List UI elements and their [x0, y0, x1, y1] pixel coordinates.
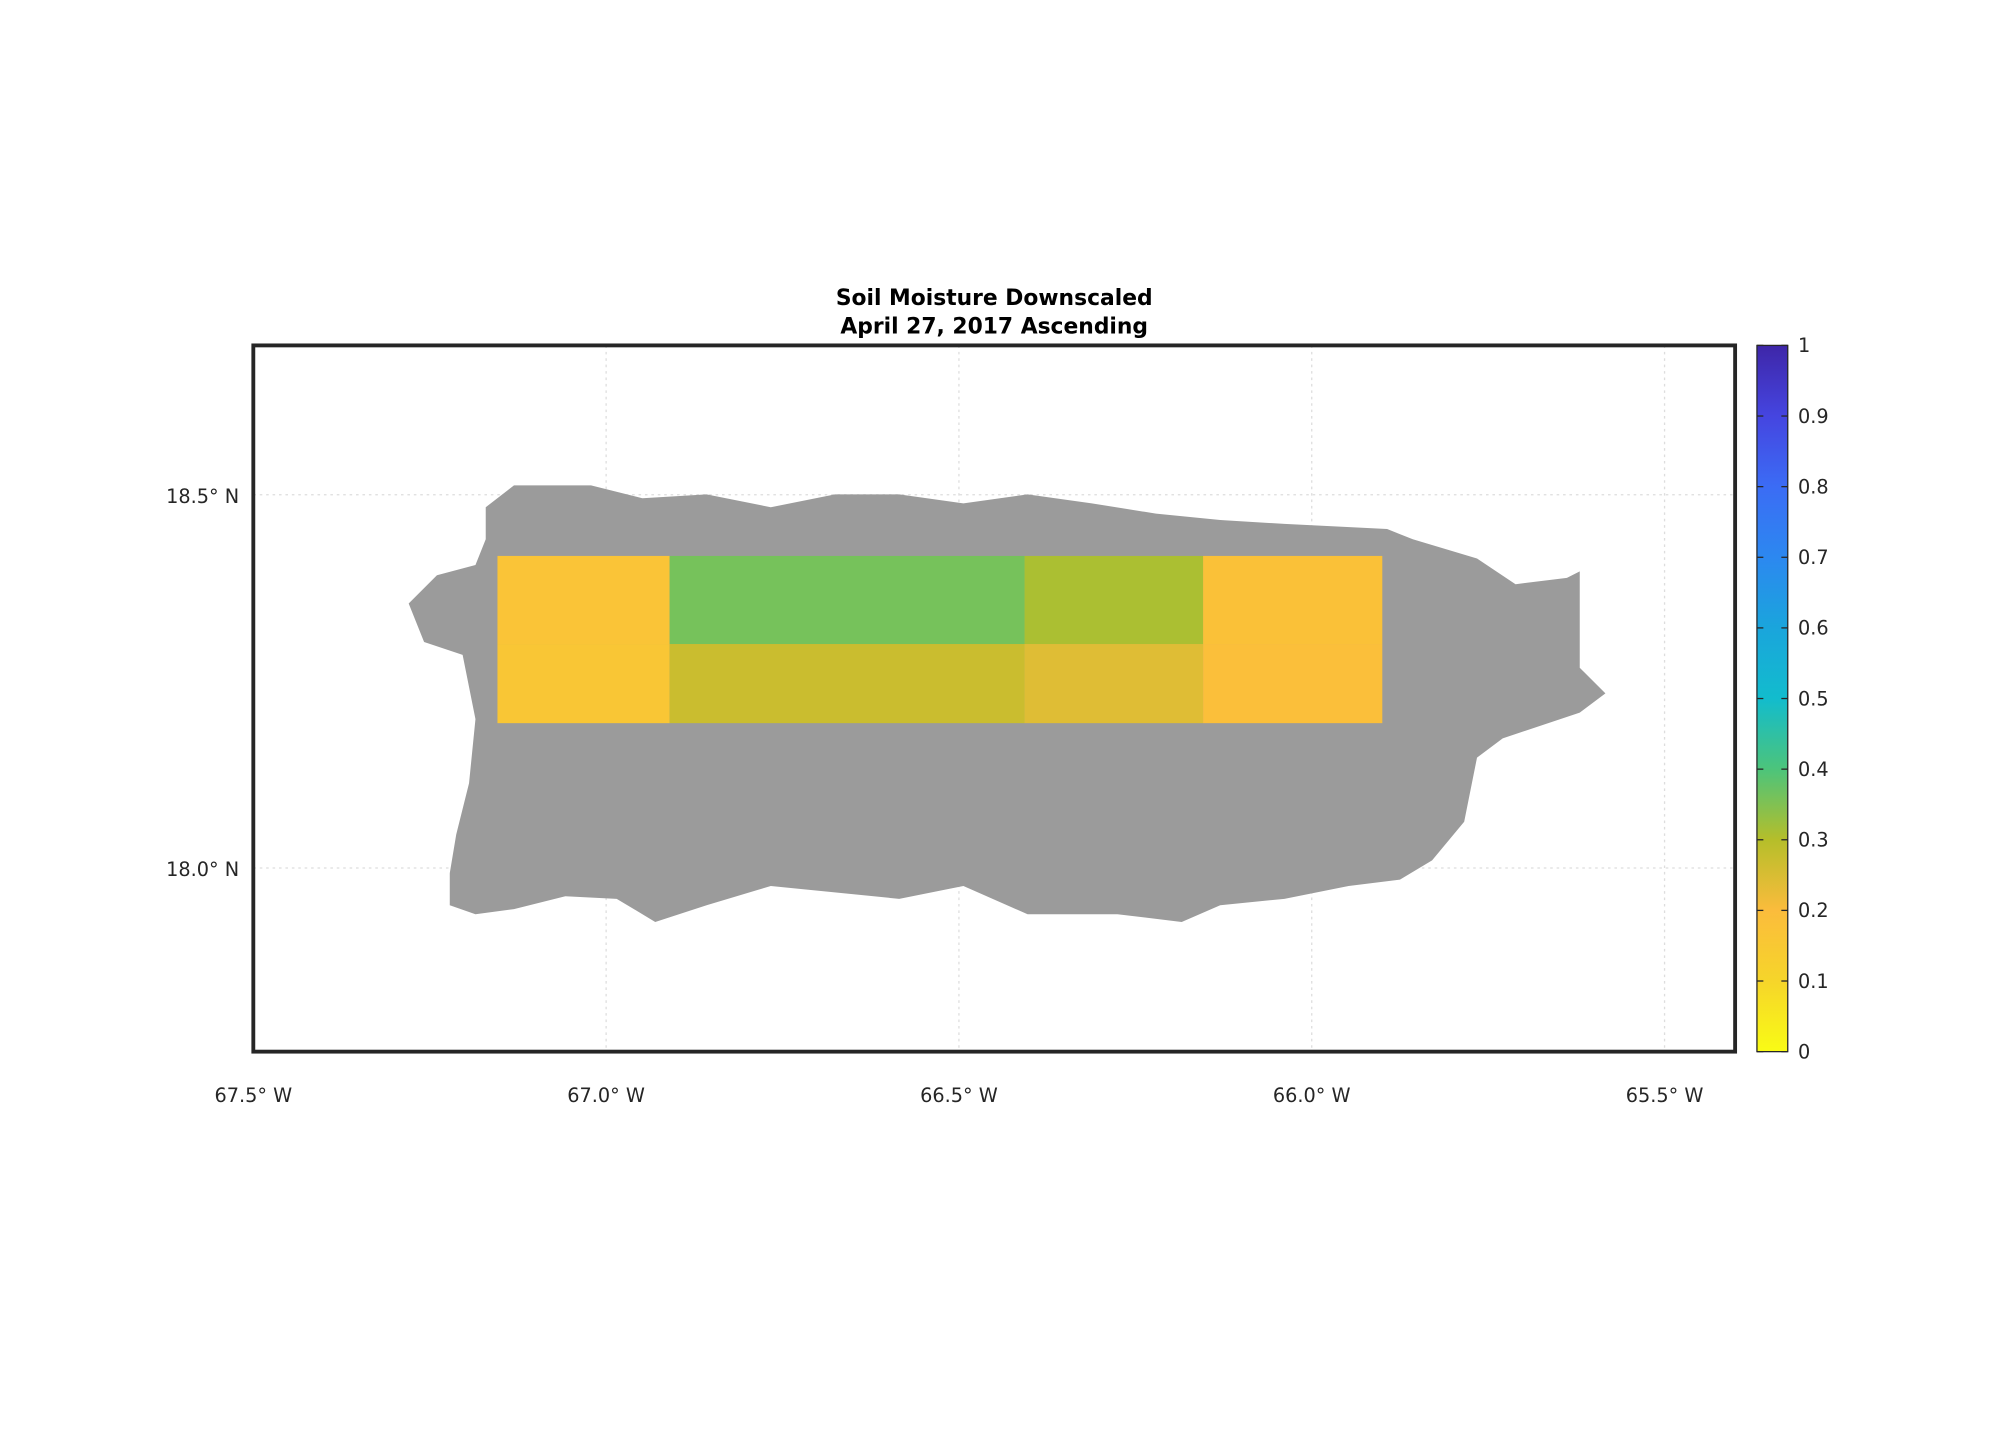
colorbar-tick-label: 0.9 [1798, 405, 1829, 428]
x-tick-label: 65.5° W [1626, 1084, 1704, 1107]
y-tick-label: 18.5° N [166, 485, 239, 508]
colorbar-tick-label: 0 [1798, 1040, 1810, 1063]
soil-moisture-cell [1024, 555, 1204, 645]
soil-moisture-cell [1024, 644, 1204, 724]
colorbar-tick-label: 0.5 [1798, 687, 1829, 710]
colorbar-tick-label: 0.3 [1798, 829, 1829, 852]
colorbar-tick-label: 1 [1798, 334, 1810, 357]
x-tick-label: 66.5° W [920, 1084, 998, 1107]
colorbar-tick-label: 0.7 [1798, 546, 1829, 569]
colorbar-tick-label: 0.2 [1798, 899, 1829, 922]
x-tick-label: 66.0° W [1273, 1084, 1351, 1107]
colorbar-tick-label: 0.1 [1798, 970, 1829, 993]
y-tick-label: 18.0° N [166, 858, 239, 881]
x-tick-label: 67.5° W [214, 1084, 292, 1107]
x-tick-label: 67.0° W [567, 1084, 645, 1107]
axes-frame [251, 343, 1738, 1054]
soil-moisture-cell [497, 644, 670, 724]
colorbar-tick-label: 0.4 [1798, 758, 1829, 781]
colorbar-tick-label: 0.8 [1798, 475, 1829, 498]
soil-moisture-cell [1203, 555, 1383, 645]
map-subtitle: April 27, 2017 Ascending [840, 314, 1148, 339]
soil-moisture-cell [669, 644, 1025, 724]
soil-moisture-cell [497, 555, 670, 645]
soil-moisture-cell [1203, 644, 1383, 724]
colorbar-tick-label: 0.6 [1798, 617, 1829, 640]
soil-moisture-cell [669, 555, 1025, 645]
map-title: Soil Moisture Downscaled [836, 286, 1153, 311]
